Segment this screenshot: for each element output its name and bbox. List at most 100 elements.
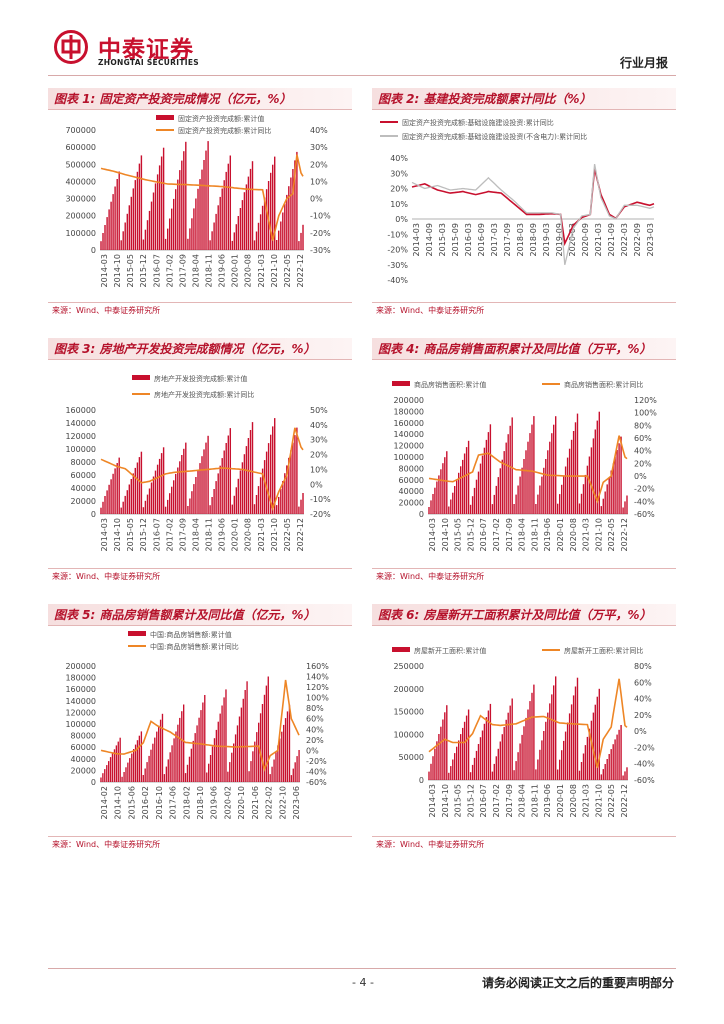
bar-mark — [183, 704, 185, 782]
bar-mark — [458, 740, 460, 780]
bar-mark — [505, 719, 507, 780]
bar-mark — [177, 724, 179, 782]
bar-mark — [269, 774, 271, 782]
left-tick-label: 160000 — [65, 406, 96, 415]
bar-mark — [152, 476, 155, 514]
bar-mark — [111, 753, 114, 782]
legend-swatch — [128, 631, 146, 636]
bar-mark — [503, 727, 505, 780]
bar-mark — [302, 224, 304, 250]
left-tick-label: 0 — [91, 778, 96, 787]
bar-mark — [100, 777, 102, 782]
x-tick-label: 2016-02 — [141, 786, 150, 819]
bar-mark — [545, 459, 547, 514]
left-tick-label: 200000 — [393, 685, 424, 694]
bar-mark — [475, 479, 478, 514]
bar-mark — [616, 734, 618, 780]
bar-mark — [523, 459, 525, 514]
bar-mark — [434, 487, 436, 514]
bar-mark — [608, 477, 610, 514]
bar-mark — [473, 487, 476, 514]
bar-mark — [179, 717, 181, 782]
bar-mark — [477, 471, 480, 514]
bar-mark — [454, 753, 456, 780]
bar-mark — [545, 721, 547, 780]
x-tick-label: 2020-10 — [237, 786, 246, 819]
x-tick-label: 2016-09 — [477, 223, 486, 256]
x-tick-label: 2015-05 — [126, 254, 135, 287]
bar-mark — [527, 441, 529, 514]
bar-mark — [280, 488, 282, 514]
bar-mark — [146, 494, 149, 514]
bar-mark — [519, 476, 521, 514]
left-tick-label: 700000 — [65, 126, 96, 135]
left-tick-label: 160000 — [65, 685, 96, 694]
bar-mark — [525, 717, 527, 780]
bar-mark — [167, 228, 169, 250]
bar-mark — [124, 495, 126, 514]
bar-mark — [610, 749, 612, 780]
bar-mark — [574, 686, 577, 780]
left-tick-label: 200000 — [65, 212, 96, 221]
bar-mark — [245, 446, 248, 514]
bar-mark — [138, 163, 141, 250]
x-tick-label: 2014-03 — [428, 518, 437, 551]
bar-mark — [209, 755, 212, 782]
bar-mark — [501, 459, 503, 514]
bar-mark — [539, 749, 541, 780]
bar-mark — [568, 713, 571, 780]
x-tick-label: 2021-06 — [251, 786, 260, 819]
bar-mark — [292, 768, 294, 782]
bar-mark — [600, 506, 602, 514]
bar-mark — [113, 749, 116, 782]
bar-mark — [104, 496, 106, 514]
chart-panel-fixed-asset-investment: 图表 1: 固定资产投资完成情况（亿元，%） 固定资产投资完成额:累计值 固定资产… — [48, 88, 352, 318]
bar-mark — [590, 447, 593, 514]
left-tick-label: 0% — [395, 215, 408, 224]
bar-mark — [255, 231, 258, 250]
bar-mark — [130, 196, 133, 250]
bar-mark — [576, 413, 579, 514]
bar-mark — [197, 470, 199, 514]
x-tick-label: 2019-06 — [210, 786, 219, 819]
x-tick-label: 2020-02 — [223, 786, 232, 819]
chart-title: 图表 2: 基建投资完成额累计同比（%） — [372, 88, 676, 110]
bar-mark — [158, 165, 161, 250]
bar-mark — [106, 490, 108, 514]
bar-mark — [204, 695, 206, 782]
bar-mark — [108, 761, 110, 782]
x-tick-label: 2016-07 — [152, 254, 161, 287]
bar-mark — [241, 200, 244, 250]
x-tick-label: 2015-12 — [139, 518, 148, 551]
bar-mark — [254, 741, 256, 782]
bar-mark — [462, 459, 464, 514]
bar-mark — [442, 719, 444, 780]
bar-mark — [465, 715, 468, 780]
bar-mark — [280, 221, 282, 250]
left-tick-label: 40000 — [399, 487, 424, 496]
bar-mark — [527, 709, 529, 780]
legend-label: 房地产开发投资完成额:累计同比 — [154, 390, 254, 399]
bar-mark — [602, 769, 604, 780]
bar-mark — [154, 183, 157, 250]
bar-mark — [463, 453, 466, 514]
bar-mark — [140, 731, 143, 782]
left-tick-label: 180000 — [393, 407, 424, 416]
bar-mark — [200, 710, 202, 782]
bar-mark — [438, 475, 440, 514]
left-tick-label: 140000 — [393, 430, 424, 439]
bar-mark — [485, 439, 488, 514]
bar-mark — [592, 712, 595, 780]
bar-mark — [525, 450, 527, 514]
bar-mark — [263, 197, 266, 250]
x-tick-label: 2017-02 — [492, 784, 501, 817]
x-tick-label: 2021-10 — [270, 518, 279, 551]
bar-mark — [131, 753, 133, 782]
bar-mark — [302, 493, 304, 514]
left-tick-label: 50000 — [399, 753, 424, 762]
legend-swatch — [156, 115, 174, 120]
bar-mark — [296, 427, 298, 514]
